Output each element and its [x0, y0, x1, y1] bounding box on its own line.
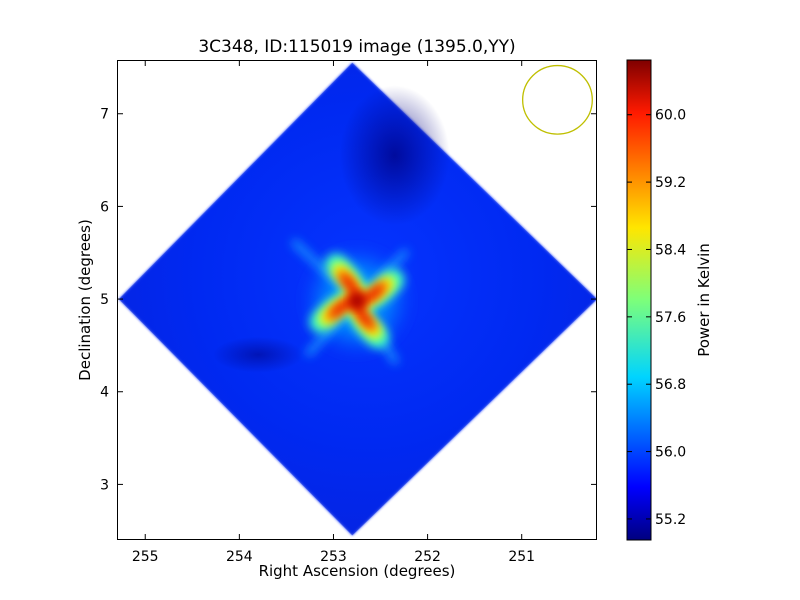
heatmap-image [118, 62, 597, 536]
beam-ellipse [521, 64, 593, 135]
colorbar-tick-label: 58.4 [655, 242, 686, 258]
plot-area: 255 254 253 252 251 3 4 5 6 7 [100, 60, 597, 565]
colorbar-tick-label: 56.8 [655, 377, 686, 393]
colorbar-label: Power in Kelvin [695, 243, 713, 357]
beam-ellipse-group [521, 64, 593, 135]
x-tick-label: 255 [132, 549, 159, 565]
low-power-region [339, 85, 450, 226]
plot-frame [117, 60, 597, 540]
x-tick-label: 252 [414, 549, 441, 565]
x-tick-label: 251 [508, 549, 535, 565]
y-tick-label: 5 [100, 292, 109, 308]
x-axis: 255 254 253 252 251 [132, 60, 535, 565]
colorbar-tick-label: 57.6 [655, 310, 686, 326]
colorbar-tick-label: 59.2 [655, 175, 686, 191]
y-axis-label: Declination (degrees) [76, 219, 94, 381]
source-peak [350, 293, 364, 308]
colorbar: 55.2 56.0 56.8 57.6 58.4 59.2 60.0 Power in Ke… [626, 59, 713, 541]
x-tick-label: 254 [226, 549, 253, 565]
x-axis-label: Right Ascension (degrees) [259, 562, 456, 580]
y-axis: 3 4 5 6 7 [100, 107, 597, 493]
colorbar-frame [626, 59, 652, 541]
colorbar-tick-label: 55.2 [655, 512, 686, 528]
colorbar-tick-label: 60.0 [655, 108, 686, 124]
colorbar-tick-label: 56.0 [655, 445, 686, 461]
chart-title: 3C348, ID:115019 image (1395.0,YY) [198, 37, 515, 57]
x-tick-label: 253 [320, 549, 347, 565]
y-tick-label: 7 [100, 107, 109, 123]
y-tick-label: 6 [100, 199, 109, 215]
low-power-region [213, 336, 304, 373]
colorbar-ticks: 55.2 56.0 56.8 57.6 58.4 59.2 60.0 [627, 108, 686, 528]
y-tick-label: 3 [100, 477, 109, 493]
y-tick-label: 4 [100, 385, 109, 401]
colorbar-gradient [627, 60, 651, 540]
